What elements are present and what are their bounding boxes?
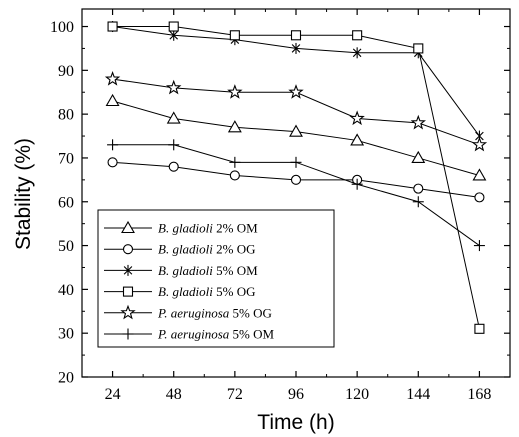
data-point [349, 110, 365, 126]
data-point [474, 192, 485, 203]
series-4 [107, 21, 485, 334]
y-tick-label: 40 [58, 282, 74, 299]
data-point [350, 133, 365, 146]
data-point [352, 30, 363, 41]
data-point [107, 139, 119, 151]
y-tick-label: 100 [50, 19, 74, 36]
x-tick-label: 72 [227, 386, 243, 403]
data-point [166, 79, 182, 95]
x-tick-label: 48 [166, 386, 182, 403]
y-tick-label: 30 [58, 326, 74, 343]
data-point [290, 174, 302, 185]
legend-marker [122, 244, 134, 255]
legend-entry: B. gladioli 5% OM [104, 263, 258, 278]
data-point [288, 84, 304, 99]
data-point [412, 196, 424, 208]
series-1 [105, 93, 487, 181]
data-point [107, 157, 118, 168]
data-point [168, 161, 179, 172]
legend-entry: P. aeruginosa 5% OG [104, 304, 272, 320]
data-point [290, 30, 302, 41]
x-tick-label: 96 [288, 386, 304, 403]
x-axis-title: Time (h) [257, 411, 334, 434]
legend: B. gladioli 2% OM B. gladioli 2% OG B. gla… [97, 209, 335, 348]
data-point [229, 156, 241, 168]
series-5 [104, 71, 488, 152]
legend-label: B. gladioli 5% OG [158, 284, 256, 299]
data-point [168, 139, 180, 151]
legend-label: B. gladioli 2% OG [158, 242, 256, 257]
legend-entry: B. gladioli 2% OG [104, 242, 256, 257]
y-tick-label: 90 [58, 63, 74, 80]
x-tick-label: 120 [345, 386, 369, 403]
legend-marker [122, 328, 134, 340]
y-tick-label: 80 [58, 107, 74, 124]
data-point [229, 170, 240, 181]
y-tick-label: 50 [58, 238, 74, 255]
data-point [413, 43, 424, 54]
legend-entry: B. gladioli 2% OM [104, 221, 258, 236]
data-point [413, 183, 424, 194]
data-point [229, 30, 240, 41]
data-point [168, 21, 179, 32]
legend-marker [120, 304, 136, 320]
y-tick-label: 70 [58, 150, 74, 167]
series-layer [104, 21, 488, 334]
y-tick-label: 20 [58, 370, 74, 387]
y-axis: 20 30 40 50 60 70 80 90 100 [50, 19, 510, 387]
y-axis-title: Stability (%) [12, 138, 35, 250]
data-point [105, 93, 120, 107]
data-point [289, 124, 303, 137]
data-point [474, 323, 485, 334]
data-point [352, 47, 362, 59]
data-point [411, 150, 426, 164]
data-point [107, 21, 118, 32]
data-point [410, 114, 426, 130]
data-point [471, 136, 488, 152]
legend-box [97, 209, 335, 348]
legend-label: B. gladioli 2% OM [158, 221, 258, 236]
legend-label: P. aeruginosa 5% OM [157, 327, 274, 342]
legend-entry: B. gladioli 5% OG [104, 284, 256, 299]
y-tick-label: 60 [58, 194, 74, 211]
series-2 [107, 157, 485, 203]
data-point [290, 156, 302, 168]
legend-label: P. aeruginosa 5% OG [157, 305, 272, 320]
legend-marker [122, 286, 134, 297]
legend-marker [123, 264, 133, 276]
data-point [291, 42, 301, 54]
x-axis: 24 48 72 96 120 144 168 [105, 9, 491, 403]
data-point [472, 168, 487, 181]
x-tick-label: 144 [406, 386, 430, 403]
x-tick-label: 24 [105, 386, 121, 403]
series-6 [107, 139, 485, 252]
data-point [166, 111, 181, 124]
data-point [104, 71, 121, 86]
x-tick-label: 168 [467, 386, 491, 403]
data-point [351, 178, 363, 190]
data-point [227, 84, 243, 99]
data-point [169, 29, 178, 41]
data-point [227, 120, 242, 133]
legend-label: B. gladioli 5% OM [158, 263, 258, 278]
legend-entry: P. aeruginosa 5% OM [104, 327, 274, 342]
legend-marker [121, 220, 135, 234]
data-point [473, 240, 485, 252]
